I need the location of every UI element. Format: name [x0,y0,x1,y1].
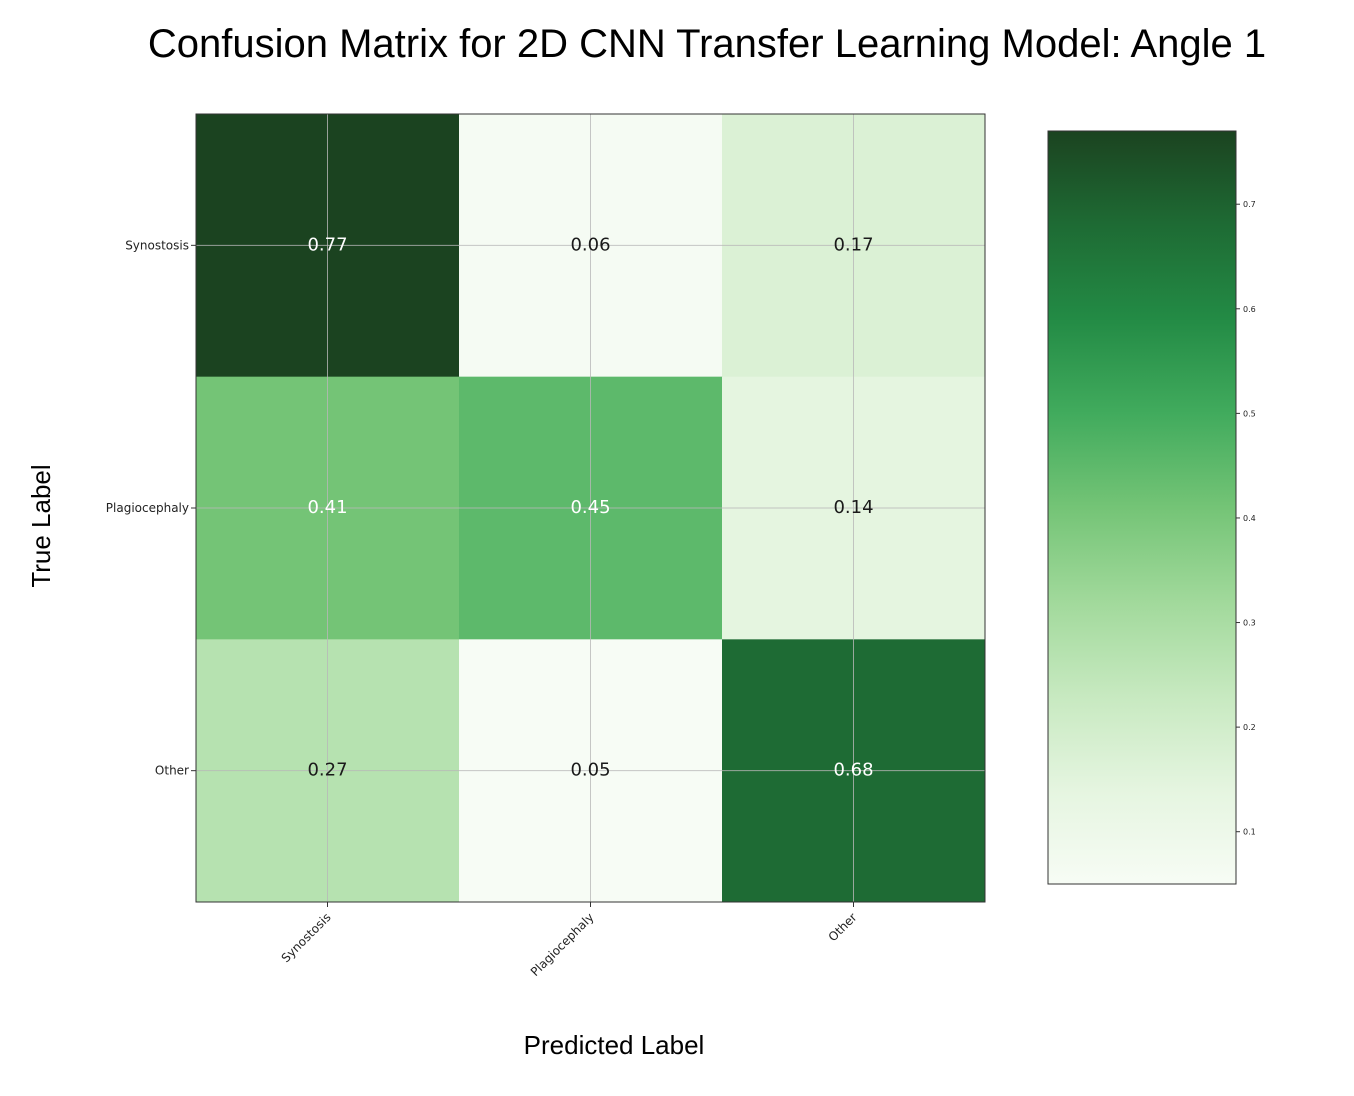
x-tick-labels: Synostosis Plagiocephaly Other [279,902,860,979]
colorbar [1047,130,1237,885]
y-tick-label: Plagiocephaly [106,501,189,515]
x-tick-label: Plagiocephaly [528,910,597,979]
cell-value-label: 0.45 [570,497,610,518]
cell-value-label: 0.05 [570,760,610,781]
cell-value-label: 0.17 [833,234,873,255]
y-tick-labels: Synostosis Plagiocephaly Other [106,238,196,778]
y-axis-label: True Label [26,464,56,587]
colorbar-tick-label: 0.4 [1243,514,1256,523]
colorbar-tick-label: 0.1 [1243,828,1256,837]
cell-value-label: 0.14 [833,497,873,518]
colorbar-tick-label: 0.7 [1243,200,1256,209]
cell-value-label: 0.06 [570,234,610,255]
cell-value-label: 0.41 [307,497,347,518]
colorbar-tick-label: 0.2 [1243,723,1256,732]
colorbar-tick-label: 0.6 [1243,305,1256,314]
colorbar-tick-label: 0.3 [1243,619,1256,628]
x-tick-label: Synostosis [279,910,334,965]
colorbar-ticks: 0.1 0.2 0.3 0.4 0.5 0.6 0.7 [1236,200,1256,837]
colorbar-tick-label: 0.5 [1243,409,1256,418]
heatmap-grid [196,114,985,902]
chart-title: Confusion Matrix for 2D CNN Transfer Lea… [148,22,1266,66]
y-tick-label: Other [155,764,189,778]
x-axis-label: Predicted Label [524,1030,705,1060]
x-tick-label: Other [826,910,860,944]
cell-value-label: 0.68 [833,760,873,781]
y-tick-label: Synostosis [125,238,189,252]
cell-value-label: 0.77 [307,234,347,255]
cell-value-label: 0.27 [307,760,347,781]
heatmap-value-labels: 0.77 0.06 0.17 0.41 0.45 0.14 0.27 0.05 0.68 [307,234,873,780]
